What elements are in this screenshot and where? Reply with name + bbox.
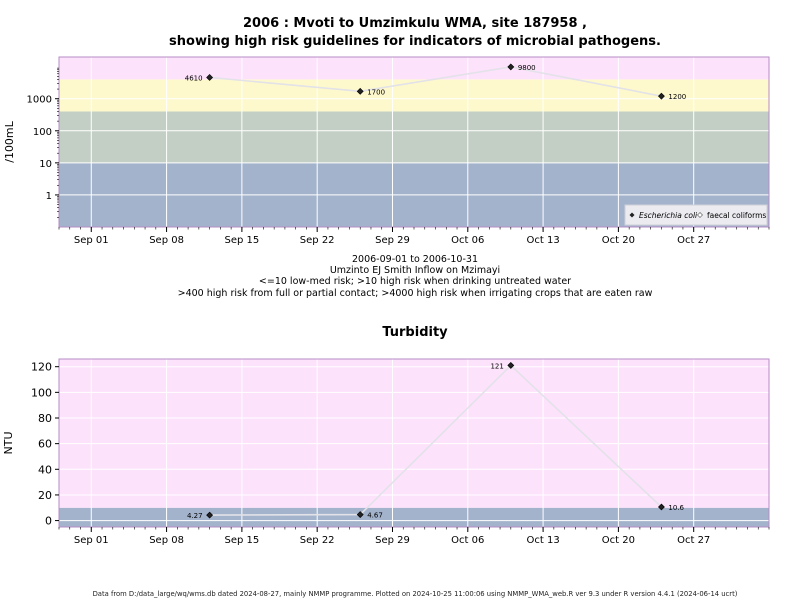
- data-label: 9800: [518, 64, 536, 72]
- legend-marker-faecal: [697, 212, 703, 218]
- x-tick-label: Oct 06: [451, 235, 484, 246]
- data-label: 4.27: [187, 512, 203, 520]
- risk-band-3: [59, 57, 769, 80]
- series-line: [209, 66, 662, 97]
- chart1-title-line2: showing high risk guidelines for indicat…: [169, 34, 661, 49]
- data-label: 121: [490, 362, 503, 370]
- x-tick-label: Oct 13: [526, 535, 559, 546]
- legend-marker-ecoli: [629, 212, 635, 218]
- x-tick-label: Sep 01: [74, 535, 109, 546]
- legend-label-ecoli: Escherichia coli: [639, 211, 698, 220]
- y-tick-label: 60: [38, 438, 52, 451]
- caption-date-range: 2006-09-01 to 2006-10-31: [352, 254, 478, 265]
- x-tick-label: Sep 15: [224, 235, 259, 246]
- data-point: [507, 63, 515, 71]
- caption-drinking-risk: <=10 low-med risk; >10 high risk when dr…: [259, 276, 571, 287]
- data-point: [356, 511, 364, 519]
- data-label: 10.6: [668, 504, 684, 512]
- y-tick-label: 100: [31, 386, 52, 399]
- footer-note: Data from D:/data_large/wq/wms.db dated …: [93, 590, 738, 598]
- data-point: [657, 92, 665, 100]
- risk-band-1: [59, 111, 769, 163]
- x-tick-label: Sep 01: [74, 235, 109, 246]
- y-tick-label: 10: [39, 159, 52, 170]
- caption-contact-risk: >400 high risk from full or partial cont…: [178, 288, 653, 299]
- series-line: [209, 364, 662, 516]
- y-tick-label: 80: [38, 412, 52, 425]
- y-axis-label: /100mL: [3, 120, 16, 162]
- data-label: 1700: [367, 88, 385, 96]
- y-axis-label: NTU: [2, 432, 15, 455]
- x-tick-label: Sep 29: [375, 235, 410, 246]
- x-tick-label: Oct 06: [451, 535, 484, 546]
- data-label: 4610: [185, 74, 203, 82]
- chart1-title-line1: 2006 : Mvoti to Umzimkulu WMA, site 1879…: [243, 16, 587, 31]
- data-point: [507, 361, 515, 369]
- y-tick-label: 20: [38, 489, 52, 502]
- y-tick-label: 40: [38, 463, 52, 476]
- data-label: 1200: [668, 93, 686, 101]
- risk-band-1: [59, 359, 769, 508]
- x-tick-label: Oct 27: [677, 235, 710, 246]
- y-tick-label: 1: [46, 191, 52, 202]
- data-label: 4.67: [367, 512, 383, 520]
- y-tick-label: 100: [33, 127, 52, 138]
- microbial-plot: 1 10 100 1000 Sep 01 Sep 08 Sep 15 Sep 22 Sep 29…: [3, 56, 770, 246]
- x-tick-label: Oct 27: [677, 535, 710, 546]
- x-tick-label: Sep 22: [300, 535, 335, 546]
- data-point: [657, 503, 665, 511]
- data-point: [206, 74, 214, 81]
- x-tick-label: Oct 20: [602, 535, 635, 546]
- x-tick-label: Sep 29: [375, 535, 410, 546]
- x-tick-label: Sep 08: [149, 235, 184, 246]
- legend-box: [624, 204, 768, 226]
- legend-label-faecal: faecal coliforms: [707, 211, 766, 220]
- x-tick-label: Sep 22: [300, 235, 335, 246]
- y-tick-label: 120: [31, 361, 52, 374]
- x-tick-label: Oct 13: [526, 235, 559, 246]
- turbidity-plot: 0 20 40 60 80 100 120 Sep 01 Sep 08 Sep 15 Sep 22 S…: [2, 358, 770, 546]
- caption-site: Umzinto EJ Smith Inflow on Mzimayi: [330, 265, 500, 276]
- y-tick-label: 1000: [27, 95, 52, 106]
- x-tick-label: Sep 15: [224, 535, 259, 546]
- legend: Escherichia coli faecal coliforms: [624, 204, 768, 226]
- chart2-title: Turbidity: [382, 325, 448, 340]
- risk-band-2: [59, 79, 769, 112]
- risk-band-0: [59, 507, 769, 527]
- data-point: [356, 87, 364, 95]
- data-point: [206, 511, 214, 519]
- x-tick-label: Sep 08: [149, 535, 184, 546]
- x-tick-label: Oct 20: [602, 235, 635, 246]
- y-tick-label: 0: [45, 515, 52, 528]
